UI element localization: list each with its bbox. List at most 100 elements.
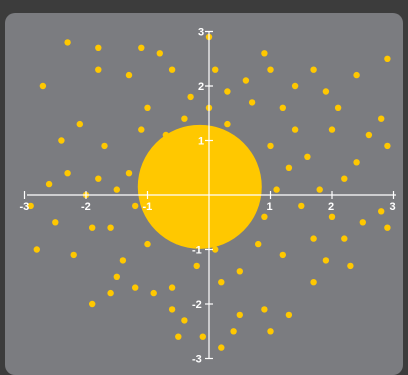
data-point	[107, 289, 114, 297]
y-tick-label: -2	[192, 299, 202, 311]
data-point	[156, 50, 163, 57]
data-point	[267, 142, 274, 150]
data-point	[365, 131, 373, 139]
data-point	[119, 257, 127, 264]
data-point	[125, 71, 133, 79]
data-point	[322, 257, 330, 264]
y-tick-label: 2	[198, 81, 204, 93]
data-point	[27, 202, 34, 210]
data-point	[45, 180, 53, 188]
data-point	[187, 153, 194, 160]
data-point	[58, 137, 65, 144]
data-point	[248, 99, 256, 106]
data-point	[261, 213, 268, 220]
data-point	[150, 289, 157, 297]
data-point	[242, 77, 250, 84]
x-tick-label: 2	[328, 201, 334, 213]
data-point	[291, 82, 299, 90]
data-point	[162, 131, 170, 139]
data-point	[132, 284, 139, 291]
data-point	[193, 262, 200, 270]
data-point	[168, 170, 176, 177]
y-tick-label: 1	[198, 136, 204, 148]
data-point	[261, 50, 268, 57]
data-point	[230, 328, 237, 335]
x-tick-label: 1	[267, 201, 273, 213]
data-point	[212, 246, 219, 253]
data-point	[273, 186, 280, 193]
data-point	[144, 104, 151, 112]
x-tick-label: 3	[390, 201, 396, 213]
data-point	[322, 88, 330, 95]
data-point	[144, 240, 151, 248]
y-tick-label: -3	[192, 354, 202, 366]
data-point	[279, 251, 286, 259]
data-point	[347, 262, 354, 270]
data-point	[242, 148, 250, 155]
data-point	[125, 170, 133, 177]
x-tick-label: -2	[81, 201, 91, 213]
data-point	[353, 159, 360, 166]
data-point	[89, 300, 96, 308]
data-point	[64, 170, 71, 177]
data-point	[212, 202, 219, 210]
data-point	[181, 208, 188, 215]
data-point	[107, 224, 114, 231]
axis-ticks: -3 -2 -1 1 2 3 3 2 1 -1 -2 -3	[20, 27, 396, 366]
data-point	[378, 208, 385, 215]
data-point	[218, 344, 225, 351]
data-point	[76, 120, 84, 128]
data-points	[27, 33, 391, 351]
data-point	[236, 311, 243, 319]
data-point	[359, 219, 366, 226]
y-tick-label: -1	[192, 245, 202, 257]
data-point	[328, 126, 336, 133]
data-point	[132, 202, 139, 210]
data-point	[341, 235, 348, 242]
data-point	[304, 153, 311, 160]
data-point	[236, 197, 243, 204]
data-point	[212, 66, 219, 73]
data-point	[255, 240, 262, 248]
scatter-plot: -3 -2 -1 1 2 3 3 2 1 -1 -2 -3	[20, 27, 396, 366]
data-point	[316, 186, 323, 193]
data-point	[113, 186, 121, 193]
data-point	[267, 66, 274, 73]
data-point	[310, 235, 317, 242]
data-point	[64, 39, 71, 46]
data-point	[378, 115, 385, 122]
data-point	[150, 159, 157, 166]
data-point	[334, 104, 342, 112]
data-point	[328, 213, 336, 220]
data-point	[310, 279, 317, 286]
data-point	[384, 142, 391, 150]
data-point	[261, 306, 268, 313]
data-point	[33, 246, 40, 253]
chart-panel: -3 -2 -1 1 2 3 3 2 1 -1 -2 -3	[5, 13, 403, 375]
data-point	[199, 224, 206, 231]
data-point	[95, 66, 102, 73]
data-point	[193, 186, 200, 193]
data-point	[224, 120, 231, 128]
data-point	[384, 55, 391, 62]
x-tick-label: -3	[20, 201, 30, 213]
data-point	[291, 126, 299, 133]
data-point	[267, 328, 274, 335]
data-point	[248, 180, 256, 188]
data-point	[168, 284, 176, 291]
data-point	[199, 333, 206, 340]
data-point	[138, 44, 145, 51]
data-point	[168, 306, 176, 313]
x-tick-label: -1	[143, 201, 153, 213]
data-point	[39, 82, 47, 90]
data-point	[101, 142, 108, 150]
data-point	[230, 219, 237, 226]
data-point	[113, 273, 121, 280]
data-point	[310, 66, 317, 73]
data-point	[236, 268, 243, 275]
data-point	[95, 44, 102, 51]
data-point	[298, 202, 305, 210]
data-point	[285, 311, 293, 319]
data-point	[353, 71, 360, 79]
data-point	[285, 164, 293, 171]
